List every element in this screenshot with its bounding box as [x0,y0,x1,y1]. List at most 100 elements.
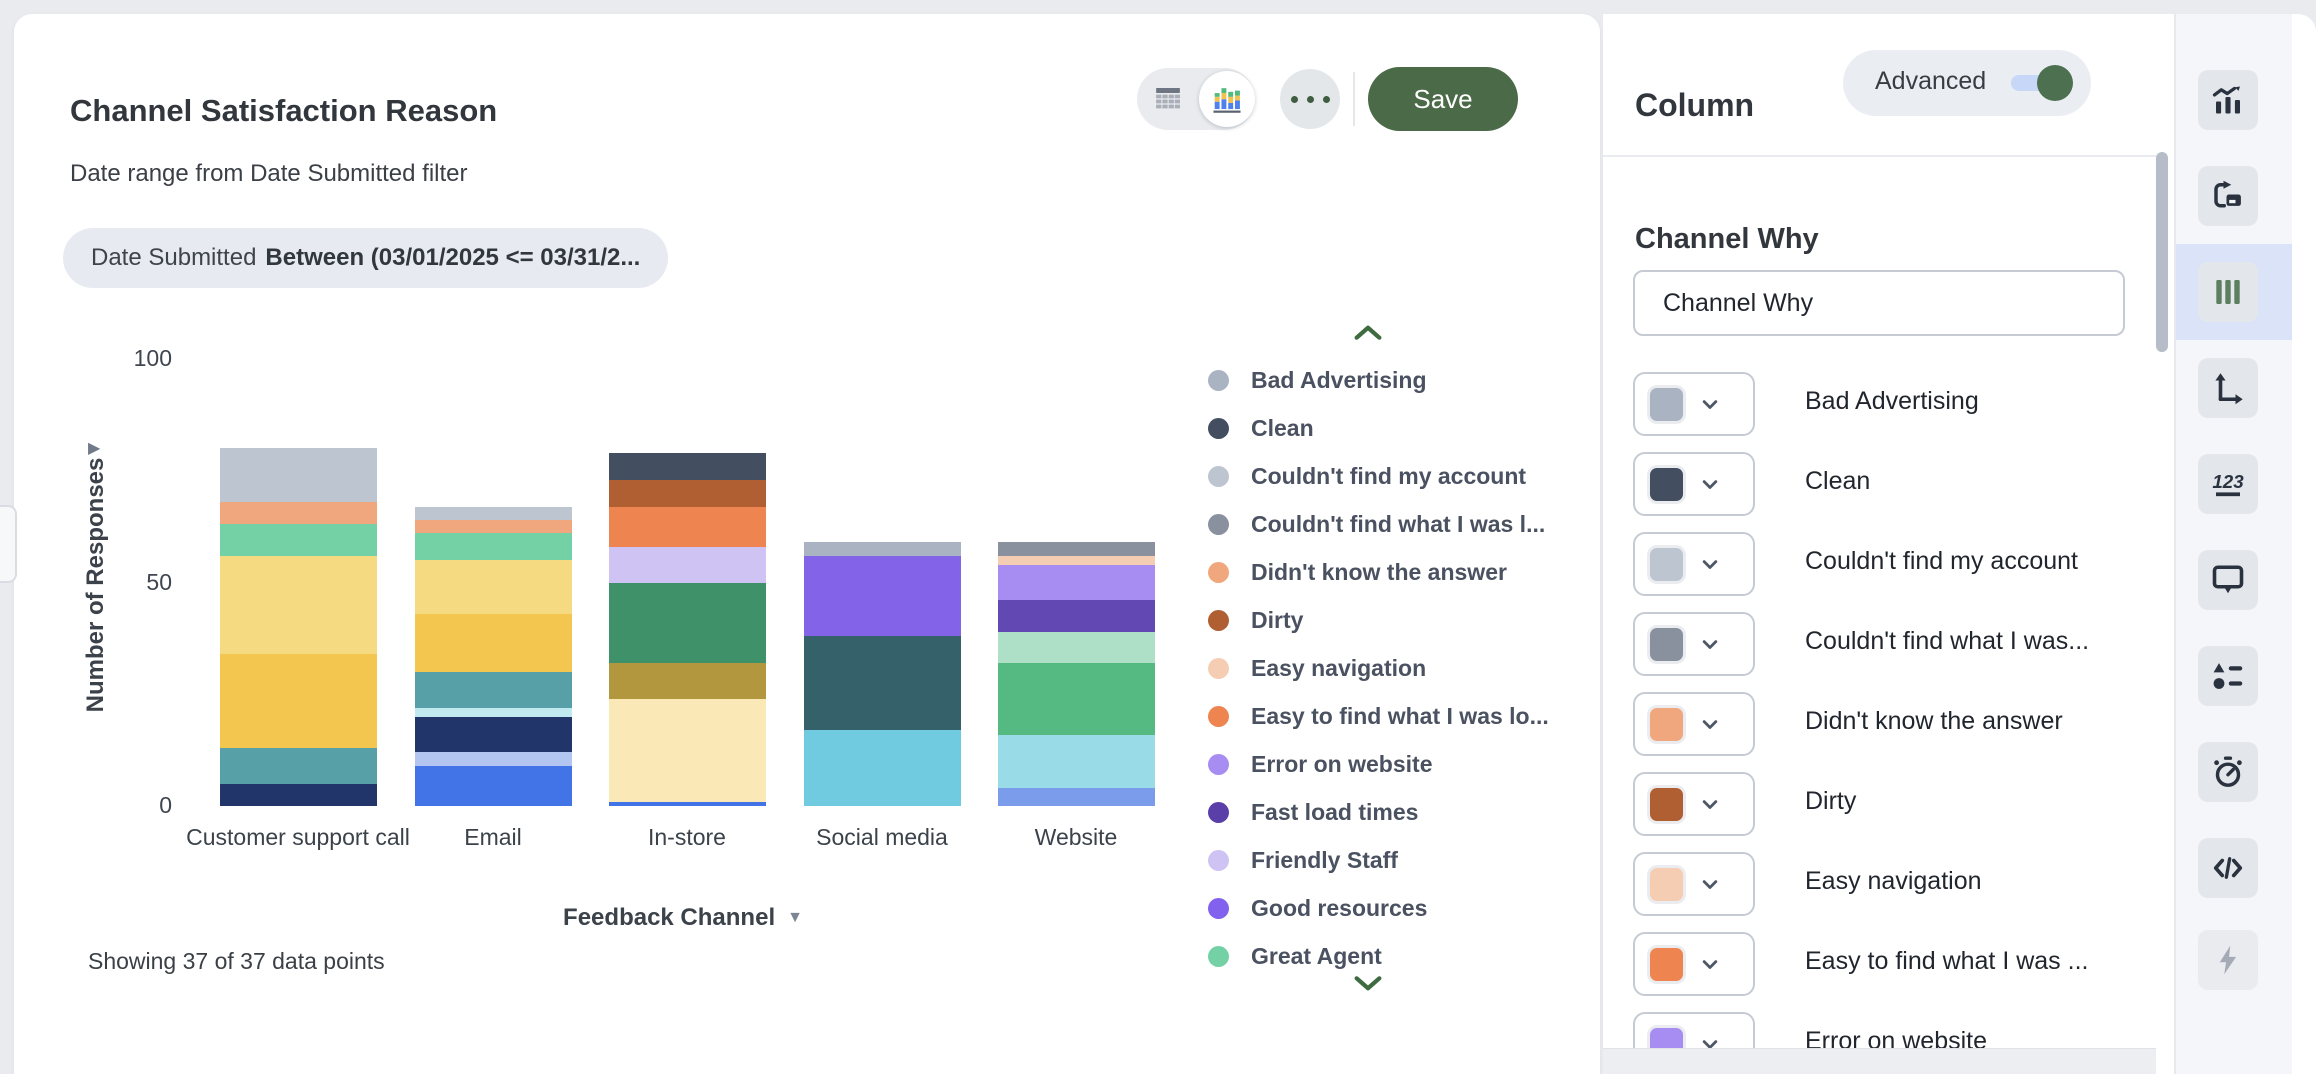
bar-segment[interactable] [804,730,961,806]
bar-segment-dirty[interactable] [609,479,766,507]
legend-label: Didn't know the answer [1251,558,1507,585]
legend-item-friendly-staff[interactable]: Friendly Staff [1208,836,1588,884]
bar-segment-easy-to-find-what-i-was-lo[interactable] [609,506,766,547]
legend-item-great-agent[interactable]: Great Agent [1208,932,1588,974]
bar-segment-error-on-website[interactable] [998,564,1155,601]
axes-tool-button[interactable] [2198,358,2258,418]
bar-segment[interactable] [415,560,572,614]
bar-segment-couldn-t-find-my-account[interactable] [220,448,377,503]
x-axis-title-dropdown[interactable]: Feedback Channel ▼ [563,904,803,932]
legend-label: Easy to find what I was lo... [1251,702,1549,729]
color-picker-button[interactable] [1633,692,1755,756]
color-picker-button[interactable] [1633,532,1755,596]
column-value-row-bad-advertising: Bad Advertising [1633,372,2153,436]
column-name-input[interactable] [1633,270,2125,336]
combo-chart-icon [2210,82,2246,118]
bar-segment-clean[interactable] [609,452,766,480]
combo-chart-tool-button[interactable] [2198,70,2258,130]
bar-segment[interactable] [220,783,377,806]
legend-swatch [1208,417,1229,439]
y-axis-tick: 100 [133,345,172,371]
move-chart-icon [2210,178,2246,214]
column-value-row-couldn-t-find-what-i-was: Couldn't find what I was... [1633,612,2153,676]
column-value-label: Easy navigation [1805,867,1982,895]
bar-segment[interactable] [220,654,377,748]
bar-segment-couldn-t-find-my-account[interactable] [415,506,572,520]
bar-segment-great-agent[interactable] [220,524,377,556]
legend-item-bad-advertising[interactable]: Bad Advertising [1208,356,1588,404]
legend-item-easy-navigation[interactable]: Easy navigation [1208,644,1588,692]
axis-expand-icon[interactable]: ▶ [88,440,101,457]
bar-segment[interactable] [609,582,766,663]
legend-item-clean[interactable]: Clean [1208,404,1588,452]
bar-customer-support-call [220,448,377,806]
bar-segment-good-resources[interactable] [804,555,961,637]
bar-segment[interactable] [998,631,1155,663]
bar-segment-fast-load-times[interactable] [998,600,1155,632]
bar-segment-didn-t-know-the-answer[interactable] [220,502,377,525]
legend-item-good-resources[interactable]: Good resources [1208,884,1588,932]
timer-tool-button[interactable] [2198,742,2258,802]
chart-view-button[interactable] [1199,71,1255,127]
bar-segment[interactable] [804,636,961,731]
legend-scroll-down-button[interactable] [1346,972,1390,998]
bar-segment[interactable] [415,707,572,717]
bar-segment-bad-advertising[interactable] [804,542,961,556]
bar-segment[interactable] [415,716,572,753]
legend-item-couldn-t-find-my-account[interactable]: Couldn't find my account [1208,452,1588,500]
color-swatch [1650,707,1683,741]
panel-footer [1603,1048,2156,1074]
lightning-tool-button[interactable] [2198,930,2258,990]
columns-tool-button[interactable] [2198,262,2258,322]
table-view-button[interactable] [1140,71,1196,127]
more-options-button[interactable] [1280,69,1340,129]
bar-segment[interactable] [998,734,1155,789]
legend-settings-tool-button[interactable] [2198,646,2258,706]
move-chart-tool-button[interactable] [2198,166,2258,226]
panel-scrollbar[interactable] [2156,152,2168,352]
bar-segment[interactable] [998,788,1155,806]
bar-segment[interactable] [998,662,1155,735]
chevron-down-icon [1696,790,1724,818]
bar-segment-didn-t-know-the-answer[interactable] [415,519,572,534]
number-format-tool-button[interactable]: 123 [2198,454,2258,514]
bar-segment[interactable] [609,801,766,806]
color-picker-button[interactable] [1633,452,1755,516]
bar-segment-easy-navigation[interactable] [998,555,1155,565]
column-value-label: Couldn't find what I was... [1805,627,2090,655]
color-picker-button[interactable] [1633,772,1755,836]
color-picker-button[interactable] [1633,612,1755,676]
bar-segment[interactable] [220,747,377,784]
bar-segment[interactable] [415,671,572,708]
filter-condition-label: Between (03/01/2025 <= 03/31/2... [265,244,641,271]
collapsed-sidebar-handle[interactable] [0,505,17,583]
code-tool-button[interactable] [2198,838,2258,898]
legend-item-didn-t-know-the-answer[interactable]: Didn't know the answer [1208,548,1588,596]
legend-item-fast-load-times[interactable]: Fast load times [1208,788,1588,836]
timer-icon [2210,754,2246,790]
bar-email [415,506,572,806]
color-picker-button[interactable] [1633,932,1755,996]
tooltip-tool-button[interactable] [2198,550,2258,610]
save-button[interactable]: Save [1368,67,1518,131]
y-axis-tick: 50 [146,568,172,595]
bar-segment-couldn-t-find-what-i-was-l[interactable] [998,542,1155,556]
bar-segment[interactable] [415,765,572,806]
color-picker-button[interactable] [1633,852,1755,916]
bar-segment[interactable] [415,613,572,672]
bar-segment-great-agent[interactable] [415,533,572,561]
legend-item-dirty[interactable]: Dirty [1208,596,1588,644]
color-picker-button[interactable] [1633,372,1755,436]
legend-item-easy-to-find-what-i-was-lo[interactable]: Easy to find what I was lo... [1208,692,1588,740]
bar-segment[interactable] [220,555,377,655]
legend-item-couldn-t-find-what-i-was-l[interactable]: Couldn't find what I was l... [1208,500,1588,548]
advanced-toggle[interactable] [2011,65,2073,101]
bar-segment[interactable] [609,698,766,802]
date-filter-chip[interactable]: Date Submitted Between (03/01/2025 <= 03… [63,228,669,288]
bar-segment[interactable] [609,662,766,699]
legend-item-error-on-website[interactable]: Error on website [1208,740,1588,788]
bar-segment[interactable] [415,752,572,766]
legend-scroll-up-button[interactable] [1346,320,1390,346]
bar-segment-friendly-staff[interactable] [609,546,766,583]
